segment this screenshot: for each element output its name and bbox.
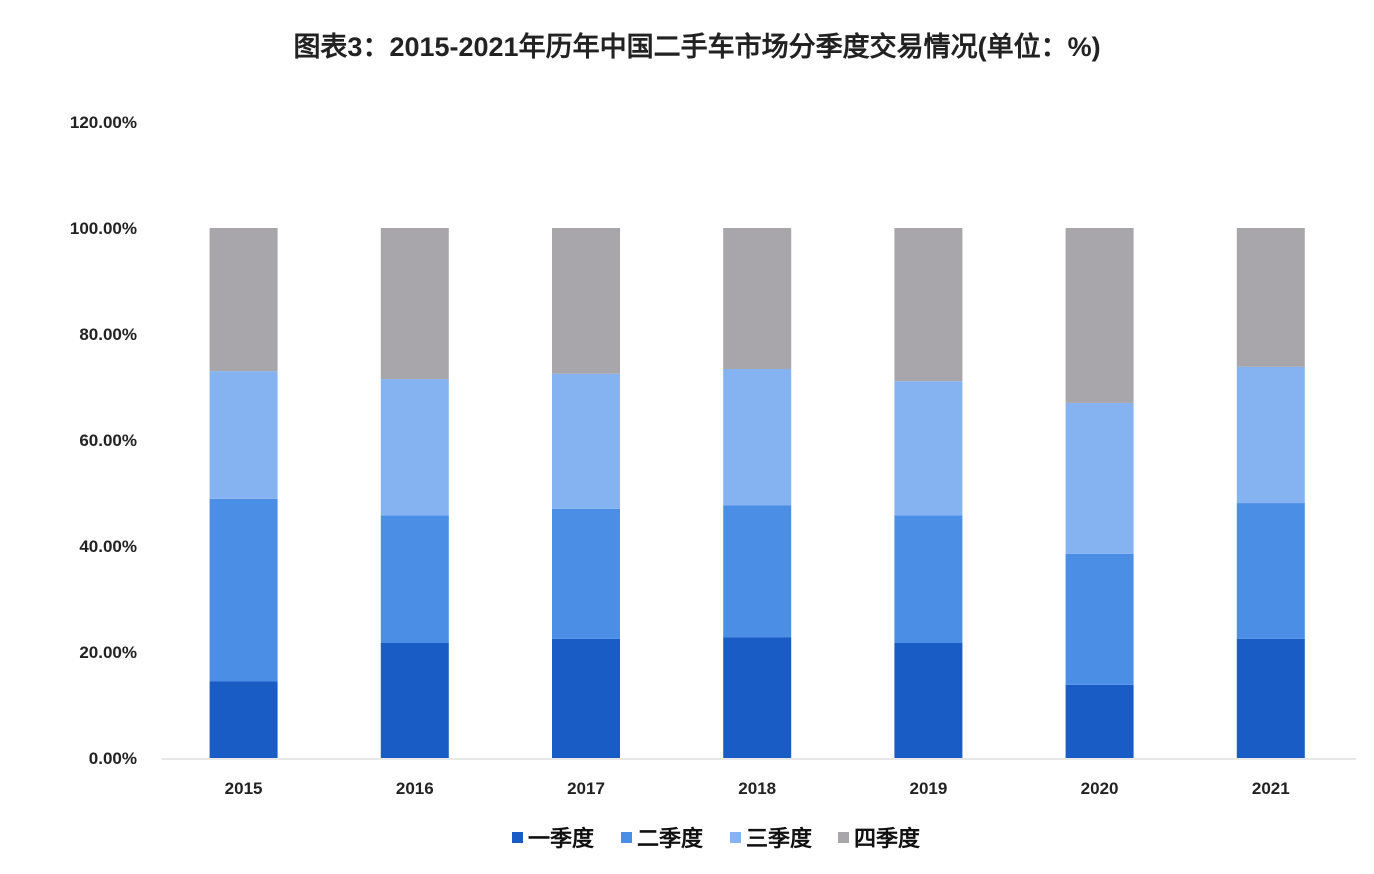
y-tick-label: 40.00% [79,537,137,556]
bar-segment-2019-q1 [894,642,963,758]
y-tick-label: 100.00% [70,219,137,238]
bar-segment-2020-q3 [1065,402,1134,554]
x-tick-label: 2019 [909,779,947,798]
bar-segment-2021-q1 [1236,638,1305,758]
legend-label: 二季度 [637,826,704,851]
bar-segment-2015-q1 [209,681,278,758]
legend-swatch [512,832,523,843]
legend-label: 四季度 [854,826,921,851]
legend-swatch [621,832,632,843]
bar-segment-2015-q4 [209,228,278,372]
x-tick-label: 2015 [225,779,263,798]
bar-segment-2017-q1 [552,638,620,758]
bar-segment-2019-q4 [894,228,963,382]
bars [209,228,1305,758]
x-tick-label: 2020 [1081,779,1119,798]
bar-segment-2020-q2 [1065,553,1134,685]
bar-segment-2021-q3 [1236,366,1305,504]
legend-swatch [730,832,741,843]
bar-segment-2020-q1 [1065,684,1134,758]
legend: 一季度 二季度 三季度 四季度 [512,826,921,851]
bar-segment-2017-q3 [552,373,620,509]
y-tick-label: 0.00% [89,749,137,768]
bar-segment-2019-q3 [894,381,963,516]
x-tick-label: 2021 [1252,779,1290,798]
bar-segment-2016-q2 [380,515,449,643]
bar-segment-2021-q4 [1236,228,1305,367]
y-tick-label: 60.00% [79,431,137,450]
x-tick-label: 2018 [738,779,776,798]
bar-segment-2015-q3 [209,371,278,499]
bar-segment-2017-q4 [552,228,620,374]
bar-segment-2018-q3 [723,368,792,506]
bar-segment-2016-q3 [380,379,449,516]
y-tick-label: 120.00% [70,113,137,132]
x-tick-label: 2016 [396,779,434,798]
bar-segment-2015-q2 [209,498,278,682]
bar-segment-2021-q2 [1236,503,1305,639]
legend-swatch [838,832,849,843]
x-tick-label: 2017 [567,779,605,798]
y-tick-label: 80.00% [79,325,137,344]
chart-title: 图表3：2015-2021年历年中国二手车市场分季度交易情况(单位：%) [293,31,1100,62]
bar-segment-2017-q2 [552,508,620,639]
x-axis: 2015 2016 2017 2018 2019 2020 2021 [225,779,1290,798]
bar-segment-2016-q1 [380,642,449,758]
bar-segment-2019-q2 [894,515,963,643]
bar-segment-2018-q2 [723,505,792,638]
legend-label: 一季度 [528,826,595,851]
y-axis: 0.00% 20.00% 40.00% 60.00% 80.00% 100.00% 120.… [70,113,137,768]
bar-segment-2018-q1 [723,637,792,758]
bar-segment-2020-q4 [1065,228,1134,403]
bar-segment-2018-q4 [723,228,792,369]
legend-label: 三季度 [746,826,813,851]
bar-segment-2016-q4 [380,228,449,380]
y-tick-label: 20.00% [79,643,137,662]
